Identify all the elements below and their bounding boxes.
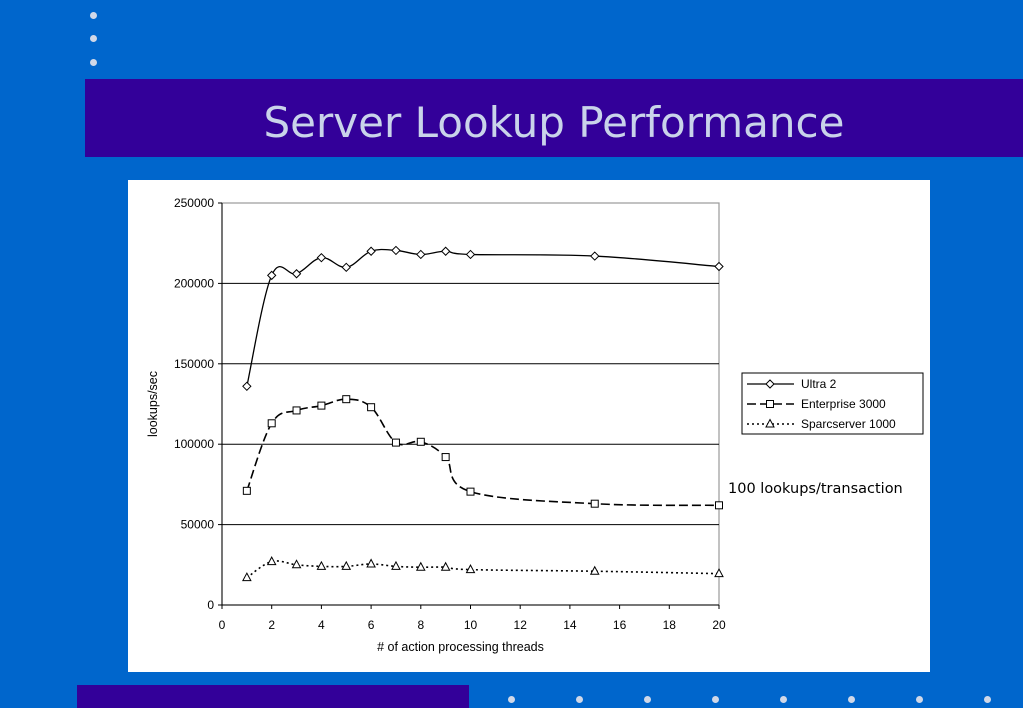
x-tick-label: 4 — [318, 618, 325, 632]
legend-label: Enterprise 3000 — [801, 397, 886, 411]
x-tick-label: 0 — [219, 618, 226, 632]
line-chart: 0 50000 100000 150000 200000 250000 0 2 4 6 8 10 12 1… — [146, 196, 924, 654]
data-point — [317, 401, 326, 410]
y-tick-label: 150000 — [174, 357, 214, 371]
footer-band — [77, 685, 469, 708]
x-tick-label: 18 — [663, 618, 677, 632]
footer-dot — [712, 696, 719, 703]
plot-frame — [221, 202, 720, 606]
x-tick-label: 2 — [268, 618, 275, 632]
data-point — [366, 558, 376, 568]
chart-annotation: 100 lookups/transaction — [728, 481, 903, 497]
data-point — [316, 560, 327, 570]
series-line — [246, 398, 720, 507]
legend-item: Ultra 2 — [747, 377, 837, 391]
slide-title: Server Lookup Performance — [263, 98, 845, 147]
data-point — [341, 262, 351, 273]
footer-dot — [984, 696, 991, 703]
data-point — [440, 246, 451, 256]
bullet-dot — [90, 59, 97, 66]
data-point — [391, 438, 400, 447]
data-point — [242, 486, 251, 495]
data-point — [342, 395, 351, 404]
data-point — [242, 572, 252, 582]
title-band: Server Lookup Performance — [85, 79, 1023, 157]
data-point — [415, 561, 426, 571]
x-tick-label: 16 — [613, 618, 627, 632]
footer-dot — [916, 696, 923, 703]
data-point — [291, 269, 302, 279]
y-tick-label: 100000 — [174, 437, 214, 451]
data-point — [714, 568, 724, 578]
x-tick-label: 6 — [368, 618, 375, 632]
data-point — [465, 249, 476, 260]
series-line — [246, 248, 720, 387]
data-point — [242, 381, 252, 392]
legend-label: Ultra 2 — [801, 377, 837, 391]
y-tick-label: 50000 — [181, 518, 215, 532]
data-point — [441, 453, 450, 462]
bullet-dot — [90, 35, 97, 42]
x-tick-label: 20 — [712, 618, 726, 632]
y-tick-label: 200000 — [174, 276, 214, 290]
data-point — [416, 437, 425, 446]
y-tick-label: 250000 — [174, 196, 214, 210]
footer-dot — [576, 696, 583, 703]
y-tick-label: 0 — [207, 598, 214, 612]
series-sparcserver-1000 — [242, 556, 724, 582]
data-point — [367, 403, 376, 412]
legend-marker — [765, 379, 775, 389]
footer-dot — [848, 696, 855, 703]
bullet-dot — [90, 12, 97, 19]
legend: Ultra 2 Enterprise 3000 Sparcserver 1000 — [741, 372, 924, 435]
data-point — [466, 487, 475, 496]
data-point — [465, 564, 476, 574]
data-point — [589, 565, 600, 575]
data-point — [267, 419, 276, 428]
data-point — [366, 246, 376, 256]
x-tick-label: 12 — [514, 618, 528, 632]
footer-dot — [644, 696, 651, 703]
data-point — [590, 499, 599, 508]
x-tick-label: 8 — [417, 618, 424, 632]
series-ultra-2 — [242, 245, 724, 392]
x-tick-label: 10 — [464, 618, 478, 632]
data-point — [440, 561, 451, 571]
data-point — [391, 245, 401, 256]
data-point — [291, 559, 302, 569]
data-point — [292, 406, 301, 415]
series-enterprise-3000 — [242, 395, 723, 510]
legend-marker — [766, 400, 774, 408]
legend-marker — [765, 418, 775, 428]
legend-item: Enterprise 3000 — [747, 397, 886, 411]
chart-panel: 0 50000 100000 150000 200000 250000 0 2 4 6 8 10 12 1… — [128, 180, 930, 672]
data-point — [266, 556, 277, 566]
data-point — [316, 252, 327, 263]
data-point — [266, 270, 277, 281]
legend-label: Sparcserver 1000 — [801, 417, 896, 431]
footer-dot — [780, 696, 787, 703]
footer-dot — [508, 696, 515, 703]
x-axis-title: # of action processing threads — [377, 640, 544, 654]
x-tick-label: 14 — [563, 618, 577, 632]
data-point — [416, 249, 426, 260]
data-point — [590, 251, 600, 261]
data-point — [714, 261, 724, 272]
data-point — [715, 501, 723, 510]
legend-item: Sparcserver 1000 — [747, 417, 896, 431]
data-point — [341, 560, 352, 570]
y-axis-title: lookups/sec — [146, 371, 160, 437]
data-point — [391, 560, 401, 570]
